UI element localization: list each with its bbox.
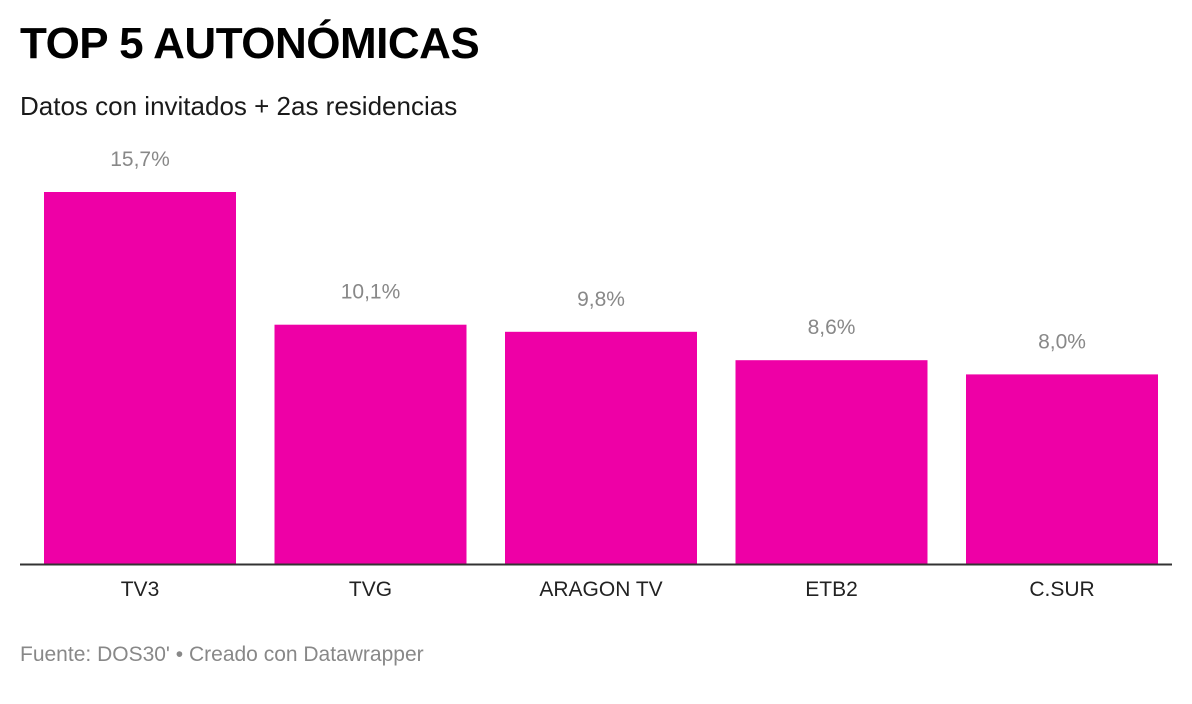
chart-footer: Fuente: DOS30' • Creado con Datawrapper [20,642,424,668]
bar-chart: 15,7% 10,1% 9,8% 8,6% 8,0% TV3 TVG ARAGON TV ET… [0,130,1192,610]
datawrapper-credit: Creado con Datawrapper [188,643,424,666]
category-label: TVG [349,578,392,601]
value-label: 8,0% [1038,330,1086,353]
chart-title: TOP 5 AUTONÓMICAS [20,19,480,68]
value-label: 15,7% [110,148,170,171]
bar-chart-svg: 15,7% 10,1% 9,8% 8,6% 8,0% TV3 TVG ARAGON TV ET… [20,148,1172,601]
value-labels-group: 15,7% 10,1% 9,8% 8,6% 8,0% [110,148,1086,353]
bar-c-sur [966,374,1158,564]
source-label: Fuente: [20,643,92,666]
category-labels-group: TV3 TVG ARAGON TV ETB2 C.SUR [121,578,1095,601]
source-name: DOS30' [97,643,170,666]
chart-subtitle: Datos con invitados + 2as residencias [20,91,458,121]
bar-aragon-tv [505,331,697,564]
bar-tvg [274,324,467,564]
value-label: 8,6% [808,316,856,339]
category-label: ETB2 [805,578,858,601]
bar-tv3 [44,192,236,564]
value-label: 9,8% [577,288,625,311]
category-label: TV3 [121,578,160,601]
value-label: 10,1% [341,281,401,304]
bar-etb2 [735,360,928,564]
footer-separator: • [175,643,184,666]
category-label: ARAGON TV [539,578,662,601]
category-label: C.SUR [1029,578,1094,601]
bars-group [44,192,1158,564]
